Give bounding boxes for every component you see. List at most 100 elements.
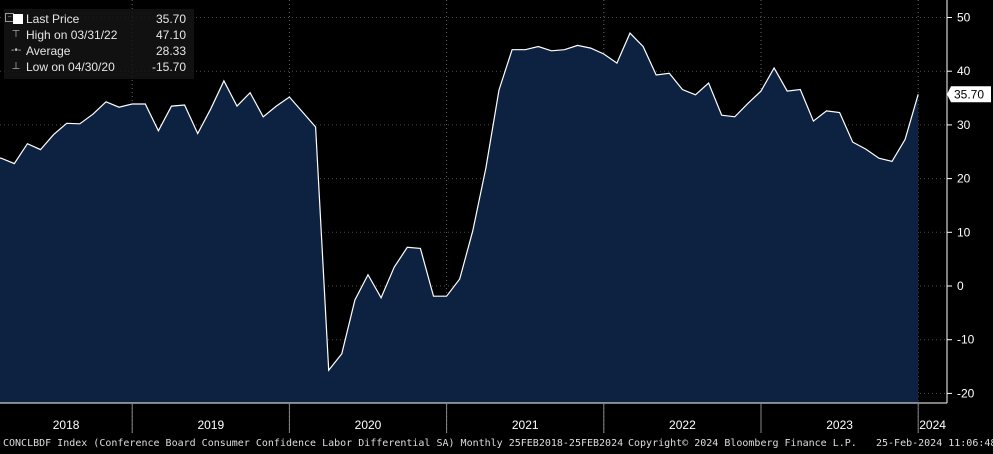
data-point [655, 74, 658, 77]
data-point [511, 48, 514, 51]
data-point [799, 88, 802, 91]
data-point [904, 138, 907, 141]
data-point [157, 129, 160, 132]
data-point [367, 273, 370, 276]
data-point [340, 352, 343, 355]
high-marker-icon: ⊤ [11, 29, 21, 40]
low-value: -15.70 [151, 60, 186, 74]
data-point [602, 53, 605, 56]
data-point [838, 111, 841, 114]
series-line [0, 32, 919, 372]
legend-low: ⊥ Low on 04/30/20 -15.70 [4, 59, 190, 75]
data-point [917, 93, 920, 96]
data-point [668, 72, 671, 75]
last-price-label: Last Price [26, 12, 80, 26]
data-point [275, 105, 278, 108]
data-point [170, 105, 173, 108]
data-point [144, 103, 147, 106]
y-tick-label: 20 [957, 172, 971, 186]
data-point [812, 120, 815, 123]
data-point [380, 296, 383, 299]
data-point [105, 100, 108, 103]
data-point [445, 295, 448, 298]
data-point [589, 47, 592, 50]
legend-last-price: − Last Price 35.70 [4, 11, 190, 27]
data-point [537, 45, 540, 48]
last-value-tag: 35.70 [947, 86, 991, 103]
data-point [773, 67, 776, 70]
data-point [524, 48, 527, 51]
x-tick-label: 2024 [919, 418, 946, 432]
data-point [236, 105, 239, 108]
data-point [576, 44, 579, 47]
high-value: 47.10 [155, 28, 186, 42]
y-tick-label: 10 [957, 225, 971, 239]
y-tick-label: -20 [957, 386, 975, 400]
data-point [877, 157, 880, 160]
data-point [78, 122, 81, 125]
data-point [629, 32, 632, 35]
chart-description: CONCLBDF Index (Conference Board Consume… [3, 438, 624, 449]
average-value: 28.33 [155, 44, 186, 58]
data-point [314, 126, 317, 129]
data-point [563, 48, 566, 51]
data-point [498, 89, 501, 92]
series-area-fill [0, 33, 919, 403]
legend-average: -•- Average 28.33 [4, 43, 190, 59]
data-point [52, 133, 55, 136]
data-point [550, 49, 553, 52]
data-point [65, 122, 68, 125]
low-label: Low on 04/30/20 [26, 60, 115, 74]
average-marker-icon: -•- [11, 45, 22, 56]
data-point [222, 79, 225, 82]
data-point [26, 142, 29, 145]
y-tick-label: 30 [957, 118, 971, 132]
legend: − Last Price 35.70 ⊤ High on 03/31/22 47… [4, 9, 194, 79]
x-tick-label: 2022 [669, 418, 696, 432]
data-point [327, 369, 330, 372]
y-tick-label: -10 [957, 333, 975, 347]
timestamp-text: 25-Feb-2024 11:06:48 [876, 438, 993, 449]
data-point [196, 132, 199, 135]
data-point [891, 160, 894, 163]
data-point [353, 299, 356, 302]
data-point [471, 229, 474, 232]
data-point [786, 90, 789, 93]
y-axis-ticks: 50 40 30 20 10 0 -10 -20 [947, 11, 975, 400]
data-point [760, 90, 763, 93]
data-point [131, 103, 134, 106]
data-point [432, 295, 435, 298]
data-point [183, 104, 186, 107]
data-point [864, 148, 867, 151]
x-axis-ticks: 2018 2019 2020 2021 2022 2023 2024 [53, 403, 946, 433]
low-marker-icon: ⊥ [11, 61, 21, 72]
data-point [720, 114, 723, 117]
data-point [118, 106, 121, 109]
x-tick-label: 2020 [355, 418, 382, 432]
data-point [91, 113, 94, 116]
data-point [484, 166, 487, 169]
data-point [288, 96, 291, 99]
last-value-text: 35.70 [954, 87, 984, 101]
series-layer [0, 32, 920, 403]
data-point [707, 82, 710, 85]
data-point [209, 107, 212, 110]
legend-high: ⊤ High on 03/31/22 47.10 [4, 27, 190, 43]
high-label: High on 03/31/22 [26, 28, 118, 42]
data-point [393, 266, 396, 269]
x-tick-label: 2019 [197, 418, 224, 432]
data-point [746, 102, 749, 105]
data-point [39, 148, 42, 151]
last-price-swatch-icon [13, 14, 23, 24]
data-point [851, 141, 854, 144]
last-price-value: 35.70 [155, 12, 186, 26]
data-point [406, 246, 409, 249]
data-point [262, 115, 265, 118]
data-point [13, 162, 16, 165]
average-label: Average [26, 44, 71, 58]
data-point [249, 91, 252, 94]
x-tick-label: 2021 [512, 418, 539, 432]
data-point [301, 111, 304, 114]
data-point [458, 278, 461, 281]
last-value-box [947, 86, 991, 103]
